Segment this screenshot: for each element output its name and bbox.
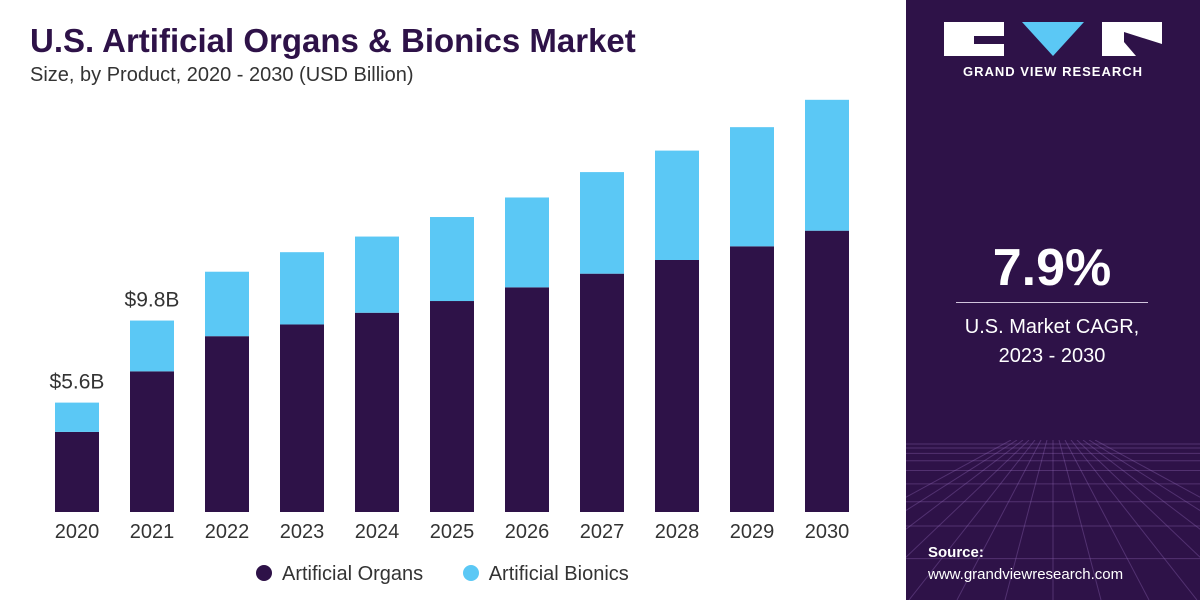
chart-legend: Artificial Organs Artificial Bionics xyxy=(256,563,663,586)
legend-item-artificial-organs: Artificial Organs xyxy=(256,563,423,586)
data-label-2021: $9.8B xyxy=(125,289,180,312)
bar-artificial-organs-2020 xyxy=(55,431,99,512)
x-tick-label-2023: 2023 xyxy=(280,521,325,543)
cagr-value: 7.9% xyxy=(992,239,1112,297)
bar-artificial-bionics-2026 xyxy=(505,197,549,288)
bar-artificial-bionics-2023 xyxy=(280,252,324,325)
x-tick-label-2027: 2027 xyxy=(580,521,625,543)
x-tick-label-2021: 2021 xyxy=(130,521,175,543)
bar-artificial-organs-2024 xyxy=(355,312,399,512)
bar-artificial-organs-2027 xyxy=(580,273,624,512)
bar-artificial-bionics-2024 xyxy=(355,236,399,313)
source-label: Source: xyxy=(928,544,984,561)
x-tick-label-2024: 2024 xyxy=(355,521,400,543)
gvr-logo-icon xyxy=(944,22,1162,56)
x-tick-label-2028: 2028 xyxy=(655,521,700,543)
data-label-2020: $5.6B xyxy=(50,371,105,394)
x-tick-label-2030: 2030 xyxy=(805,521,850,543)
legend-label-artificial-bionics: Artificial Bionics xyxy=(488,563,629,585)
legend-swatch-artificial-bionics xyxy=(462,565,479,581)
source-note: Source: www.grandviewresearch.com xyxy=(928,542,1123,586)
x-tick-label-2029: 2029 xyxy=(730,521,775,543)
bar-artificial-bionics-2027 xyxy=(580,172,624,274)
cagr-label-line-2: 2023 - 2030 xyxy=(998,345,1106,367)
chart-subtitle: Size, by Product, 2020 - 2030 (USD Billi… xyxy=(30,64,414,86)
cagr-divider xyxy=(956,302,1148,303)
x-tick-label-2025: 2025 xyxy=(430,521,475,543)
bar-artificial-organs-2025 xyxy=(430,301,474,512)
chart-title: U.S. Artificial Organs & Bionics Market xyxy=(30,22,636,59)
cagr-label-line-1: U.S. Market CAGR, xyxy=(964,316,1140,338)
source-url[interactable]: www.grandviewresearch.com xyxy=(928,566,1124,583)
bar-artificial-bionics-2029 xyxy=(730,127,774,247)
x-tick-label-2022: 2022 xyxy=(205,521,250,543)
bar-artificial-bionics-2021 xyxy=(130,320,174,372)
stacked-bar-chart: 2020 2021 2022 2023 2024 2025 2026 2027 2028 2029… xyxy=(50,99,850,543)
bar-artificial-organs-2029 xyxy=(730,246,774,513)
info-panel: GRAND VIEW RESEARCH 7.9% U.S. Market CAG… xyxy=(906,0,1200,600)
bar-artificial-bionics-2025 xyxy=(430,217,474,302)
bar-artificial-organs-2022 xyxy=(205,336,249,512)
grand-view-research-logo: GRAND VIEW RESEARCH xyxy=(944,22,1162,79)
cagr-callout: 7.9% U.S. Market CAGR, 2023 - 2030 xyxy=(956,238,1148,371)
legend-label-artificial-organs: Artificial Organs xyxy=(282,563,424,585)
bar-artificial-organs-2030 xyxy=(805,230,849,512)
bar-artificial-organs-2026 xyxy=(505,287,549,512)
bar-artificial-organs-2023 xyxy=(280,324,324,512)
chart-area: U.S. Artificial Organs & Bionics Market … xyxy=(30,22,850,586)
legend-swatch-artificial-organs xyxy=(256,565,272,581)
brand-name: GRAND VIEW RESEARCH xyxy=(962,64,1144,79)
legend-item-artificial-bionics: Artificial Bionics xyxy=(462,563,629,586)
bar-artificial-bionics-2022 xyxy=(205,271,249,337)
bar-artificial-bionics-2030 xyxy=(805,99,849,231)
bar-artificial-organs-2021 xyxy=(130,371,174,512)
bar-artificial-organs-2028 xyxy=(655,260,699,512)
x-tick-label-2020: 2020 xyxy=(55,521,100,543)
decorative-grid-pattern xyxy=(906,440,1200,600)
x-tick-label-2026: 2026 xyxy=(505,521,550,543)
bar-artificial-bionics-2028 xyxy=(655,150,699,260)
bar-artificial-bionics-2020 xyxy=(55,402,99,432)
